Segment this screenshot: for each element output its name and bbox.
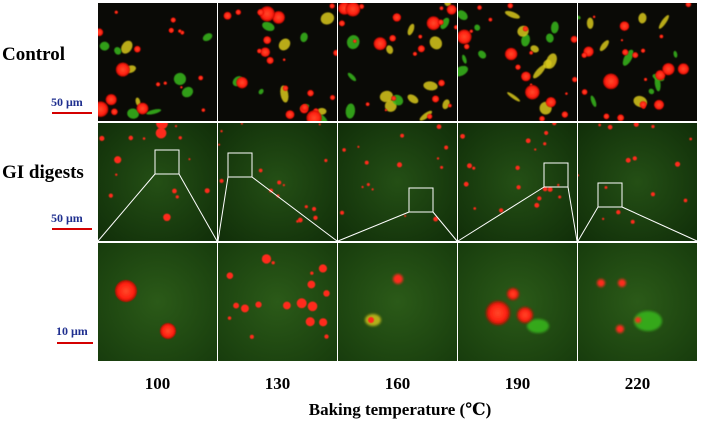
panel-zoom-220	[578, 243, 697, 361]
zoom-line-right-100	[178, 173, 218, 242]
zoom-line-left-100	[97, 173, 156, 242]
particles-control-220	[578, 3, 692, 121]
particles-zoom-100	[115, 280, 176, 339]
zoom-line-left-130	[217, 176, 229, 242]
zoom-line-left-190	[457, 186, 545, 242]
zoom-line-right-130	[251, 176, 338, 242]
particles-control-160	[338, 3, 457, 121]
zoom-line-right-190	[567, 186, 578, 242]
zoom-line-left-160	[337, 211, 410, 242]
zoom-box-160	[408, 187, 434, 213]
particles-zoom-160	[365, 274, 403, 326]
particles-gi-digests-100	[99, 123, 210, 222]
particles-gi-digests-220	[578, 123, 693, 224]
zoom-box-220	[597, 182, 623, 208]
panel-gi-digests-160	[338, 123, 457, 241]
x-axis-title: Baking temperature (℃)	[308, 400, 492, 419]
particles-gi-digests-160	[340, 124, 449, 222]
zoom-box-130	[227, 152, 253, 178]
scale-bar-row3	[57, 342, 93, 344]
particles-zoom-130	[226, 254, 330, 339]
scale-label-row1: 50 μm	[51, 95, 83, 109]
panel-control-100	[98, 3, 217, 121]
panel-gi-digests-220	[578, 123, 697, 241]
panel-zoom-100	[98, 243, 217, 361]
row-label-control: Control	[2, 44, 65, 65]
zoom-line-right-160	[432, 211, 458, 242]
particles-gi-digests-190	[460, 123, 562, 213]
panel-zoom-160	[338, 243, 457, 361]
row-label-gi-digests: GI digests	[2, 162, 84, 183]
particles-zoom-220	[597, 279, 662, 333]
scale-bar-row1	[52, 112, 92, 114]
panel-gi-digests-100	[98, 123, 217, 241]
panel-zoom-130	[218, 243, 337, 361]
temperature-label-190: 190	[504, 374, 531, 393]
zoom-line-left-220	[577, 206, 599, 242]
particles-control-100	[98, 10, 213, 119]
zoom-line-right-220	[621, 206, 698, 242]
temperature-label-100: 100	[144, 374, 171, 393]
zoom-box-190	[543, 162, 569, 188]
temperature-label-130: 130	[264, 374, 291, 393]
particles-gi-digests-130	[218, 123, 328, 223]
temperature-label-160: 160	[384, 374, 411, 393]
scale-label-row2: 50 μm	[51, 211, 83, 225]
scale-bar-row2	[52, 228, 92, 230]
zoom-box-100	[154, 149, 180, 175]
particles-control-190	[458, 3, 577, 121]
panel-control-190	[458, 3, 577, 121]
panel-gi-digests-190	[458, 123, 577, 241]
particles-zoom-190	[486, 288, 549, 333]
particles-control-130	[223, 3, 337, 121]
scale-label-row3: 10 μm	[56, 324, 88, 338]
temperature-label-220: 220	[624, 374, 651, 393]
panel-zoom-190	[458, 243, 577, 361]
